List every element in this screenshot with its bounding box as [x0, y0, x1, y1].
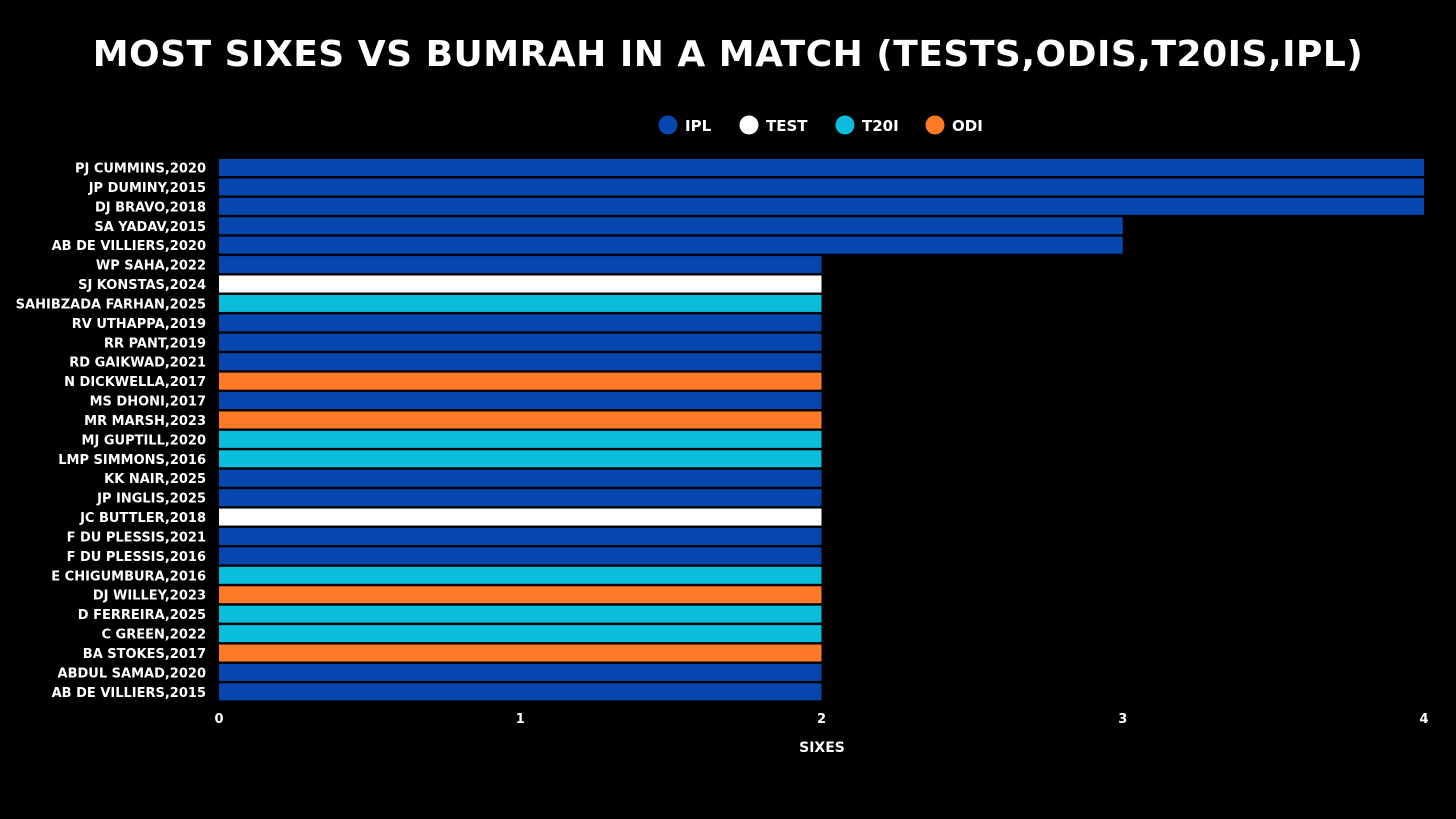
legend-swatch-odi: [925, 115, 945, 135]
x-axis-ticks: 0 1 2 3 4: [214, 712, 1428, 727]
bar: [219, 683, 822, 701]
bar: [219, 489, 822, 507]
bar: [219, 294, 822, 312]
category-label: SA YADAV,2015: [94, 220, 206, 235]
legend-label-t20i: T20I: [862, 117, 899, 135]
legend-swatch-ipl: [658, 115, 678, 135]
bar: [219, 527, 822, 545]
bars: [219, 159, 1424, 701]
category-label: AB DE VILLIERS,2015: [52, 686, 206, 701]
category-label: MR MARSH,2023: [84, 414, 206, 429]
x-tick-label: 0: [214, 712, 223, 727]
category-label: JP INGLIS,2025: [96, 492, 206, 507]
category-label: JC BUTTLER,2018: [79, 511, 206, 526]
legend-label-odi: ODI: [952, 117, 983, 135]
bar: [219, 605, 822, 623]
legend-swatch-t20i: [835, 115, 855, 135]
x-axis-title: SIXES: [799, 740, 845, 756]
bar: [219, 256, 822, 274]
category-label: F DU PLESSIS,2016: [67, 550, 206, 565]
category-label: PJ CUMMINS,2020: [75, 162, 206, 177]
legend-label-ipl: IPL: [685, 117, 712, 135]
x-tick-label: 1: [516, 712, 525, 727]
bar: [219, 333, 822, 351]
bar: [219, 411, 822, 429]
category-label: WP SAHA,2022: [96, 259, 206, 274]
bar: [219, 508, 822, 526]
category-label: JP DUMINY,2015: [88, 181, 206, 196]
bar: [219, 353, 822, 371]
category-label: C GREEN,2022: [101, 628, 206, 643]
category-label: LMP SIMMONS,2016: [58, 453, 206, 468]
category-label: AB DE VILLIERS,2020: [52, 239, 206, 254]
bar: [219, 586, 822, 604]
category-label: DJ BRAVO,2018: [95, 200, 206, 215]
legend-swatch-test: [739, 115, 759, 135]
bar: [219, 430, 822, 448]
bar: [219, 547, 822, 565]
category-label: E CHIGUMBURA,2016: [51, 569, 206, 584]
legend-label-test: TEST: [766, 117, 808, 135]
category-label: MJ GUPTILL,2020: [82, 433, 206, 448]
bar: [219, 450, 822, 468]
category-label: BA STOKES,2017: [83, 647, 206, 662]
bar: [219, 663, 822, 681]
category-label: SJ KONSTAS,2024: [78, 278, 206, 293]
category-label: RR PANT,2019: [104, 336, 206, 351]
bar: [219, 197, 1424, 215]
bar: [219, 159, 1424, 176]
category-label: MS DHONI,2017: [90, 395, 206, 410]
bar: [219, 372, 822, 390]
category-label: KK NAIR,2025: [104, 472, 206, 487]
bar: [219, 566, 822, 584]
category-label: DJ WILLEY,2023: [93, 589, 206, 604]
x-tick-label: 3: [1118, 712, 1127, 727]
category-label: ABDUL SAMAD,2020: [58, 666, 206, 681]
x-tick-label: 2: [817, 712, 826, 727]
bar: [219, 644, 822, 662]
x-tick-label: 4: [1419, 712, 1428, 727]
bar: [219, 314, 822, 332]
bar: [219, 217, 1123, 235]
category-labels: PJ CUMMINS,2020 JP DUMINY,2015 DJ BRAVO,20…: [16, 162, 206, 701]
category-label: F DU PLESSIS,2021: [67, 530, 206, 545]
category-label: N DICKWELLA,2017: [64, 375, 206, 390]
chart-title: MOST SIXES VS BUMRAH IN A MATCH (TESTS,O…: [92, 34, 1364, 75]
category-label: D FERREIRA,2025: [78, 608, 206, 623]
bar: [219, 469, 822, 487]
category-label: RV UTHAPPA,2019: [72, 317, 206, 332]
bar: [219, 392, 822, 410]
legend: IPL TEST T20I ODI: [658, 115, 983, 135]
bar: [219, 625, 822, 643]
bar: [219, 236, 1123, 254]
category-label: SAHIBZADA FARHAN,2025: [16, 297, 206, 312]
bar: [219, 178, 1424, 196]
bar: [219, 275, 822, 293]
category-label: RD GAIKWAD,2021: [69, 356, 206, 371]
